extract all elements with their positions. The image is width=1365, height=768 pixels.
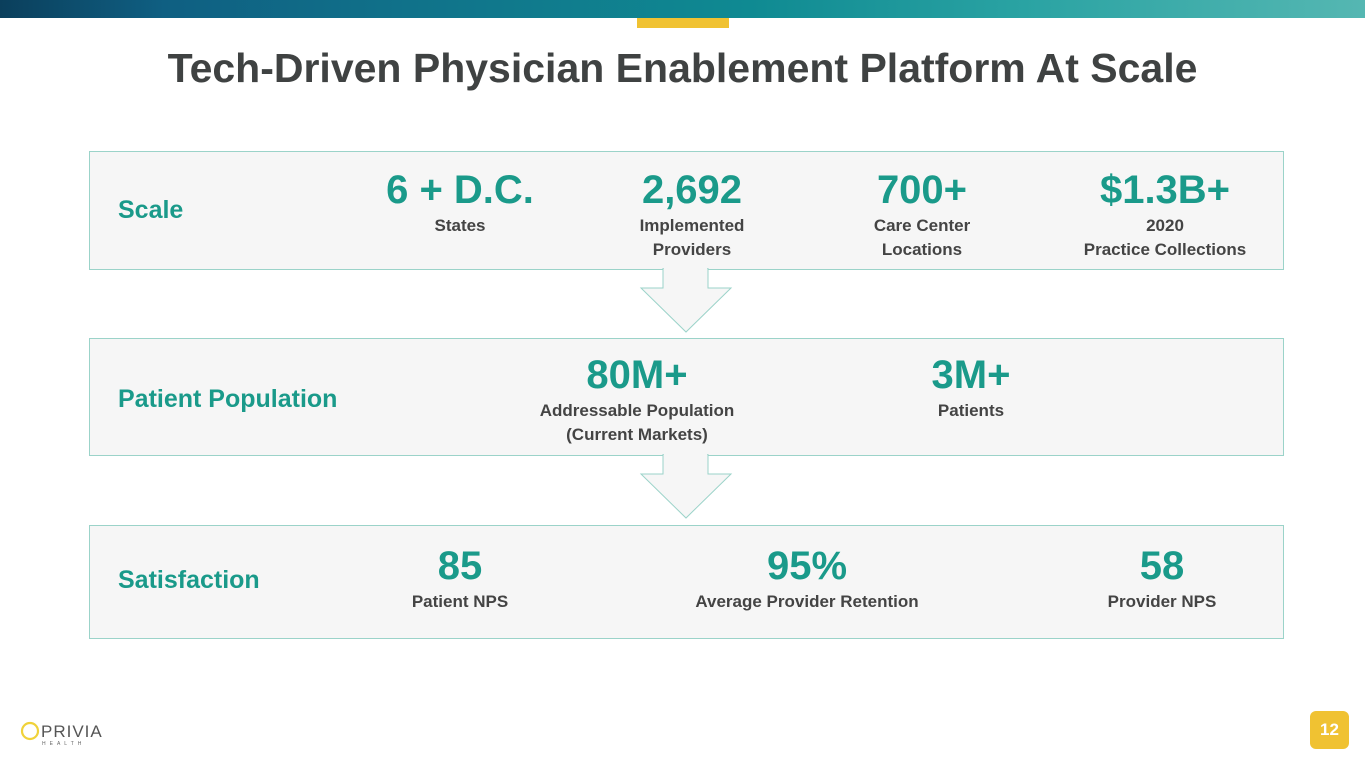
stat-retention: 95% Average Provider Retention — [695, 544, 918, 614]
svg-text:PRIVIA: PRIVIA — [41, 722, 103, 741]
satisfaction-panel: Satisfaction 85 Patient NPS 95% Average Pr… — [89, 525, 1284, 639]
stat-caption: (Current Markets) — [566, 425, 708, 444]
stat-caption: 2020 — [1146, 216, 1184, 235]
stat-addressable: 80M+ Addressable Population (Current Marke… — [540, 353, 735, 447]
stat-patients: 3M+ Patients — [932, 353, 1011, 423]
accent-bar — [637, 18, 729, 28]
stat-caption: Care Center — [873, 216, 971, 235]
stat-value: 2,692 — [641, 168, 743, 212]
privia-logo: PRIVIA HEALTH — [20, 720, 120, 751]
down-arrow-icon — [639, 454, 733, 519]
row-label: Scale — [118, 196, 184, 224]
top-banner — [0, 0, 1365, 18]
slide-title: Tech-Driven Physician Enablement Platfor… — [167, 45, 1198, 91]
stat-value: $1.3B+ — [1099, 168, 1231, 212]
svg-text:HEALTH: HEALTH — [42, 741, 85, 746]
stat-caption: Practice Collections — [1083, 240, 1247, 259]
stat-caption: Patients — [937, 401, 1005, 420]
stat-providers: 2,692 Implemented Providers — [640, 168, 745, 262]
scale-panel: Scale 6 + D.C. States 2,692 Implemented Pro… — [89, 151, 1284, 270]
stat-value: 3M+ — [931, 353, 1011, 397]
stat-states: 6 + D.C. States — [386, 168, 534, 238]
stat-value: 85 — [437, 544, 483, 588]
stat-caption: Patient NPS — [411, 592, 509, 611]
stat-caption: Locations — [881, 240, 963, 259]
stat-value: 80M+ — [586, 353, 688, 397]
patient-population-panel: Patient Population 80M+ Addressable Popul… — [89, 338, 1284, 456]
stat-caption: Addressable Population — [539, 401, 735, 420]
stat-patient-nps: 85 Patient NPS — [412, 544, 508, 614]
row-label: Satisfaction — [118, 566, 260, 594]
stat-value: 95% — [766, 544, 848, 588]
stat-caption: States — [434, 216, 486, 235]
page-number: 12 — [1310, 711, 1349, 749]
stat-locations: 700+ Care Center Locations — [874, 168, 970, 262]
row-label: Patient Population — [118, 385, 338, 413]
stat-caption: Average Provider Retention — [695, 592, 919, 611]
stat-caption: Provider NPS — [1107, 592, 1217, 611]
down-arrow-icon — [639, 268, 733, 333]
stat-caption: Providers — [652, 240, 732, 259]
stat-value: 58 — [1139, 544, 1185, 588]
stat-collections: $1.3B+ 2020 Practice Collections — [1084, 168, 1247, 262]
stat-value: 700+ — [876, 168, 968, 212]
stat-provider-nps: 58 Provider NPS — [1108, 544, 1217, 614]
stat-value: 6 + D.C. — [386, 168, 534, 212]
stat-caption: Implemented — [639, 216, 745, 235]
